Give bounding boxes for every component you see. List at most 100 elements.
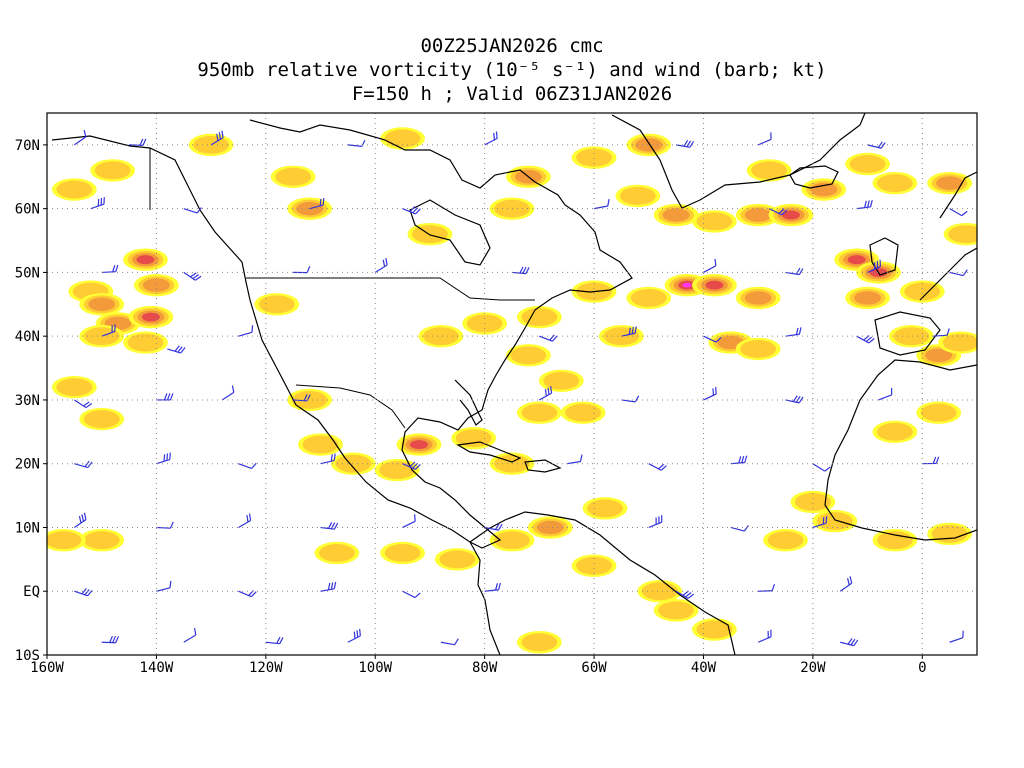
title-line-field: 950mb relative vorticity (10⁻⁵ s⁻¹) and … bbox=[197, 59, 827, 81]
wind-barb bbox=[878, 387, 893, 401]
wind-barb bbox=[320, 521, 339, 530]
wind-barb bbox=[309, 197, 325, 210]
wind-barb bbox=[933, 328, 950, 337]
wind-barb bbox=[293, 265, 311, 274]
vorticity-contour bbox=[410, 440, 428, 450]
wind-barb bbox=[785, 395, 804, 404]
vorticity-contour bbox=[412, 225, 448, 244]
vorticity-contour bbox=[849, 155, 886, 173]
wind-barb bbox=[74, 399, 93, 409]
vorticity-contour bbox=[521, 633, 558, 652]
wind-barb bbox=[238, 325, 254, 337]
vorticity-contour bbox=[696, 212, 733, 231]
vorticity-contour bbox=[658, 601, 695, 620]
vorticity-contour bbox=[510, 346, 547, 365]
vorticity-contour bbox=[565, 403, 602, 422]
vorticity-contour bbox=[141, 312, 160, 322]
cuba-coast bbox=[456, 441, 522, 463]
wind-barb bbox=[730, 525, 749, 532]
wind-barb bbox=[183, 628, 197, 643]
title-line-model-run: 00Z25JAN2026 cmc bbox=[420, 35, 604, 57]
wind-barb bbox=[183, 271, 202, 281]
vorticity-contour bbox=[877, 531, 913, 550]
wind-barb bbox=[402, 206, 421, 215]
axis-labels: 160W 140W 120W 100W 80W 60W 40W 20W 0 70N 60N 50N 40… bbox=[15, 138, 927, 676]
title-line-valid-time: F=150 h ; Valid 06Z31JAN2026 bbox=[351, 83, 673, 105]
wind-barb bbox=[785, 267, 804, 276]
vorticity-contour bbox=[942, 333, 977, 352]
vorticity-contour bbox=[744, 291, 772, 305]
vorticity-contour bbox=[335, 454, 372, 473]
vorticity-contour bbox=[767, 531, 804, 550]
wind-barb bbox=[768, 208, 788, 216]
iceland-coast bbox=[789, 165, 839, 189]
wind-barb bbox=[347, 628, 361, 643]
africa-coast bbox=[824, 359, 977, 541]
wind-barb bbox=[101, 264, 119, 274]
wind-barb bbox=[703, 335, 722, 343]
wind-barb bbox=[320, 453, 336, 465]
florida-coast bbox=[454, 379, 483, 426]
wind-barb bbox=[374, 258, 388, 273]
wind-barb bbox=[265, 636, 284, 645]
us-mexico-border bbox=[295, 384, 406, 429]
lat-label: 20N bbox=[15, 457, 40, 473]
wind-barb bbox=[74, 588, 93, 597]
lat-lon-grid bbox=[47, 113, 977, 655]
wind-barb bbox=[539, 386, 553, 401]
wind-barb bbox=[74, 129, 87, 146]
vorticity-contour bbox=[696, 620, 733, 639]
wind-barb bbox=[238, 462, 257, 470]
lon-label: 80W bbox=[472, 660, 498, 676]
vorticity-contour bbox=[258, 295, 295, 314]
vorticity-contour bbox=[877, 422, 913, 441]
vorticity-contour bbox=[83, 327, 120, 346]
wind-barb bbox=[402, 514, 416, 529]
lon-label: 140W bbox=[140, 660, 174, 676]
wind-barb bbox=[539, 334, 558, 342]
lon-label: 0 bbox=[918, 660, 926, 676]
lon-label: 20W bbox=[800, 660, 826, 676]
vorticity-contour bbox=[521, 308, 558, 327]
vorticity-contour bbox=[127, 333, 164, 352]
wind-barb bbox=[949, 208, 968, 217]
vorticity-contour bbox=[893, 327, 930, 346]
wind-barbs bbox=[74, 129, 968, 647]
vorticity-contour bbox=[630, 288, 667, 307]
vorticity-contour bbox=[319, 544, 355, 562]
wind-barb bbox=[238, 513, 252, 528]
vorticity-contour bbox=[925, 348, 953, 363]
vorticity-contour bbox=[543, 371, 580, 390]
vorticity-contour bbox=[931, 524, 968, 543]
vorticity-contour bbox=[536, 520, 564, 535]
wind-barb bbox=[867, 141, 886, 149]
vorticity-contour bbox=[422, 327, 459, 346]
vorticity-contour bbox=[662, 208, 690, 222]
british-isles-coast bbox=[869, 237, 899, 276]
vorticity-contour bbox=[641, 582, 678, 601]
wind-barb bbox=[101, 635, 120, 644]
lat-label: 60N bbox=[15, 202, 40, 218]
wind-barb bbox=[839, 576, 853, 592]
vorticity-contour bbox=[494, 531, 530, 550]
wind-barb bbox=[183, 207, 202, 214]
wind-barb bbox=[156, 393, 174, 401]
wind-barb bbox=[221, 385, 235, 401]
wind-barb bbox=[156, 452, 171, 465]
wind-barb bbox=[812, 516, 828, 529]
lon-label: 60W bbox=[581, 660, 607, 676]
wind-barb bbox=[74, 460, 93, 469]
wind-barb bbox=[402, 590, 421, 599]
lon-label: 40W bbox=[691, 660, 717, 676]
south-america-west-coast bbox=[469, 541, 501, 655]
vorticity-contour bbox=[291, 390, 328, 409]
vorticity-contour bbox=[854, 291, 882, 305]
wind-barb bbox=[757, 629, 772, 643]
vorticity-contour bbox=[56, 180, 93, 199]
vorticity-contour bbox=[751, 161, 788, 180]
south-america-coast bbox=[469, 511, 736, 655]
vorticity-contour bbox=[88, 297, 116, 312]
wind-barb bbox=[566, 454, 583, 465]
wind-barb bbox=[840, 638, 859, 647]
